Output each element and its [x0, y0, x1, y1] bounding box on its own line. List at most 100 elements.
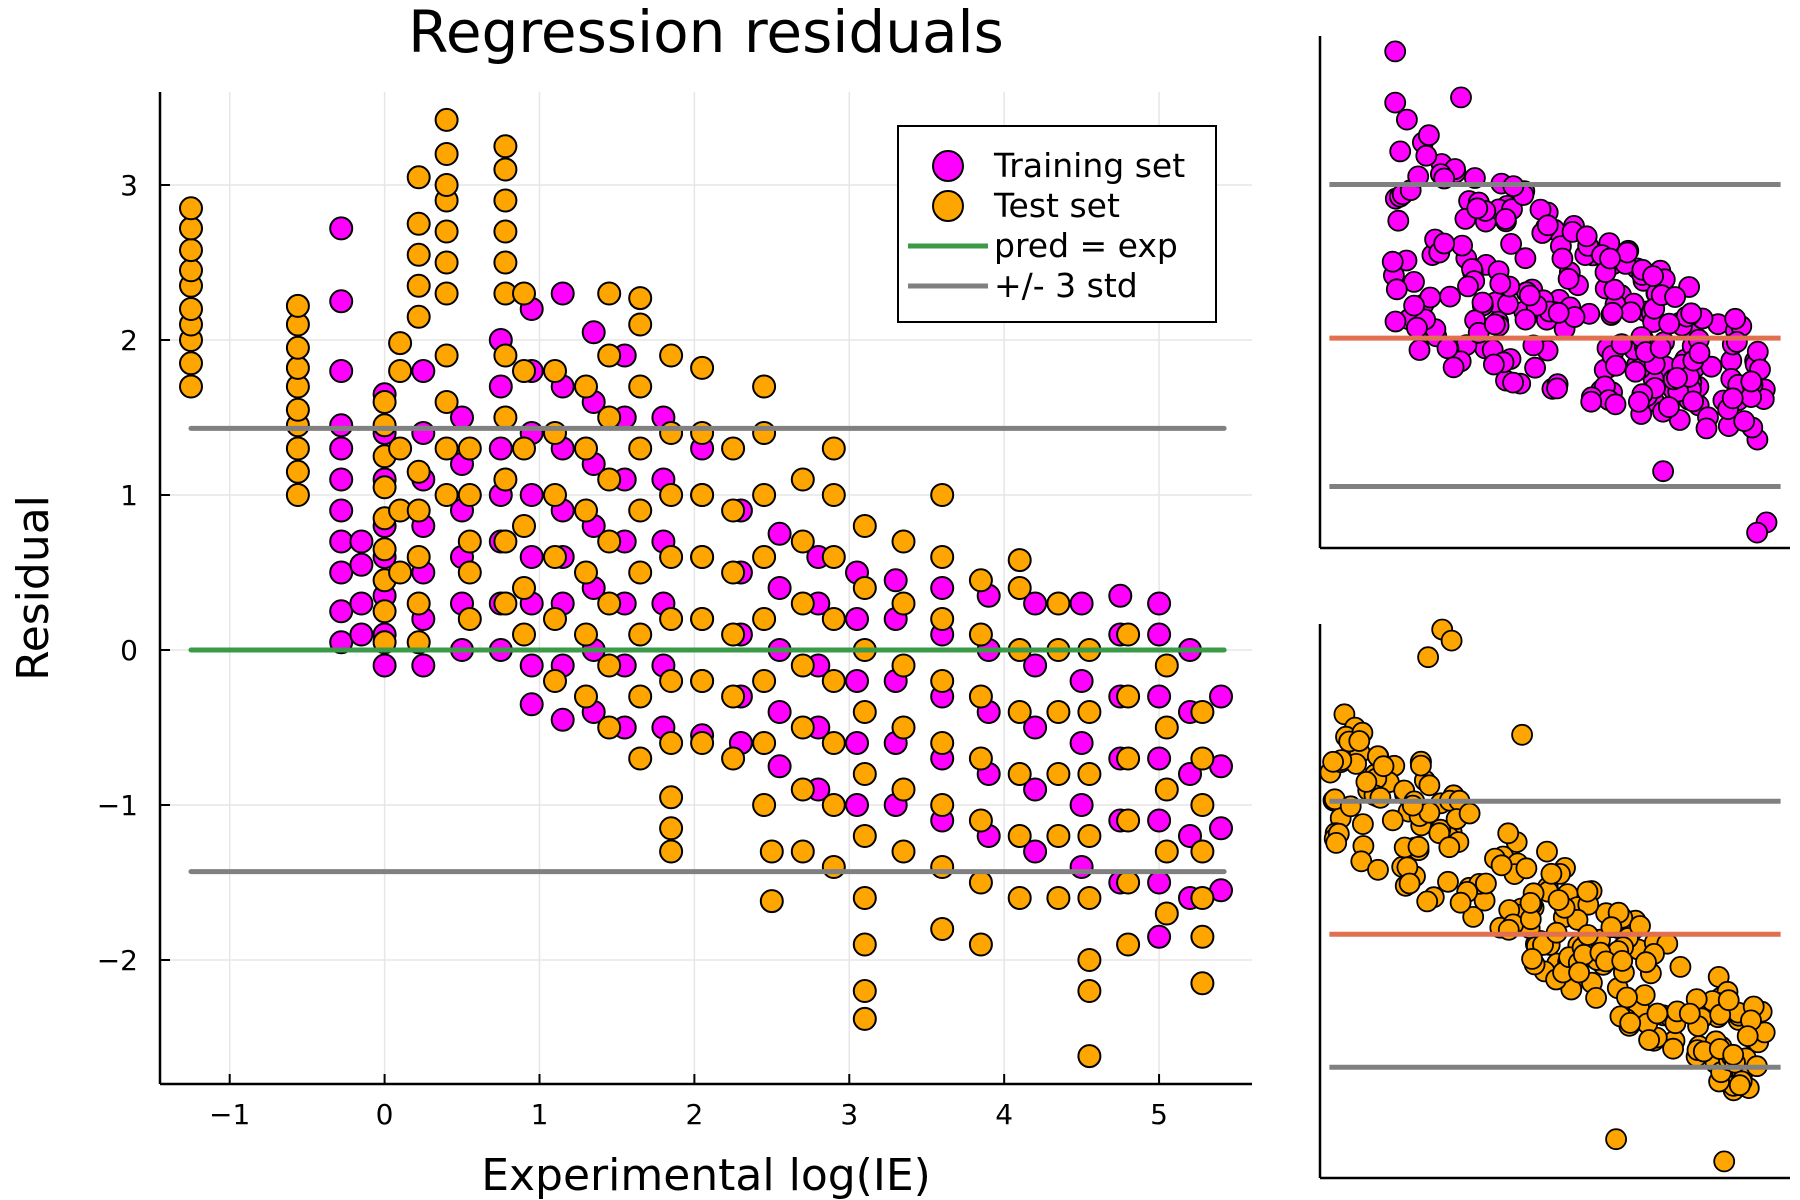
point-test-21-2: [852, 932, 877, 957]
point-test-14-4: [659, 669, 684, 693]
inset-point-181: [1628, 390, 1650, 413]
point-test-6-10: [434, 107, 459, 132]
inset-point-226: [1442, 356, 1465, 379]
point-test-21-8: [852, 576, 877, 600]
inset-outlier-5: [1652, 460, 1674, 483]
inset-point-183: [1438, 836, 1461, 859]
point-test-4-3: [406, 498, 431, 523]
point-test-26-0: [1046, 886, 1071, 910]
point-training-16-4: [883, 568, 908, 593]
point-test-11-2: [574, 560, 598, 585]
inset-point-222: [1497, 822, 1520, 845]
inset-point-82: [1416, 890, 1439, 913]
point-training-1-2: [349, 552, 374, 577]
point-test-1-1: [285, 459, 310, 484]
point-test-18-1: [759, 839, 784, 864]
point-test-28-1: [1116, 870, 1141, 895]
point-test-21-6: [852, 700, 877, 724]
point-test-24-6: [968, 568, 993, 593]
point-test-8-10: [493, 134, 518, 159]
point-training-20-0: [1069, 855, 1094, 879]
point-test-12-1: [597, 653, 622, 678]
point-test-25-5: [1007, 576, 1032, 600]
inset-point-148: [1381, 809, 1404, 832]
point-test-14-7: [659, 483, 684, 507]
point-test-3-2: [388, 436, 413, 461]
point-test-27-4: [1077, 824, 1102, 848]
point-test-7-3: [457, 483, 482, 507]
point-training-22-0: [1147, 924, 1172, 949]
inset-point-238: [1410, 754, 1432, 777]
point-training-15-2: [845, 669, 869, 693]
point-test-11-3: [574, 498, 598, 523]
point-test-8-3: [493, 405, 518, 430]
point-test-11-1: [574, 622, 598, 647]
point-test-6-9: [434, 142, 459, 166]
point-training-13-3: [767, 576, 792, 600]
point-training-0-1: [329, 599, 354, 624]
inset-outlier-6: [1605, 1128, 1627, 1151]
point-test-6-6: [434, 219, 459, 244]
point-test-14-5: [659, 607, 684, 631]
point-training-19-3: [1023, 653, 1048, 678]
point-test-24-1: [968, 870, 993, 895]
inset-point-180: [1601, 301, 1624, 324]
point-test-8-0: [493, 591, 518, 616]
point-test-21-4: [852, 824, 877, 848]
inset-outlier-2: [1450, 86, 1472, 109]
inset-point-202: [1726, 330, 1748, 353]
point-training-20-3: [1069, 669, 1094, 693]
inset-point-255: [1536, 214, 1559, 237]
inset-point-195: [1585, 987, 1607, 1009]
y-tick-label-2: 0: [120, 634, 138, 667]
main-reference-lines: [188, 425, 1227, 875]
point-training-23-2: [1178, 762, 1202, 786]
point-test-6-1: [434, 436, 459, 461]
point-training-3-5: [411, 421, 436, 445]
inset-point-238: [1546, 377, 1568, 400]
point-test-20-1: [821, 793, 846, 817]
point-training-0-4: [329, 498, 354, 523]
point-test-23-2: [930, 793, 955, 817]
inset-point-189: [1384, 310, 1407, 333]
point-test-26-2: [1046, 762, 1071, 786]
point-test-13-4: [628, 498, 653, 523]
point-training-8-6: [581, 320, 606, 345]
inset-outlier-4: [1619, 1012, 1642, 1034]
inset-point-225: [1407, 835, 1430, 858]
point-training-19-1: [1023, 777, 1048, 802]
point-test-15-0: [690, 731, 715, 755]
point-test-14-3: [659, 731, 684, 755]
inset-point-131: [1638, 1029, 1660, 1051]
point-training-22-4: [1147, 684, 1172, 709]
inset-point-218: [1688, 342, 1711, 364]
point-test-20-7: [821, 436, 846, 461]
inset-point-231: [1457, 275, 1479, 298]
inset-point-258: [1494, 208, 1517, 230]
point-test-13-5: [628, 436, 653, 461]
y-tick-label-3: 1: [120, 479, 138, 512]
point-test-10-5: [543, 359, 567, 383]
point-training-7-7: [550, 281, 575, 306]
point-training-13-1: [767, 700, 792, 724]
inset-point-133: [1355, 771, 1378, 793]
point-test-15-4: [690, 483, 715, 507]
inset-point-222: [1489, 272, 1512, 295]
point-test-3-0: [388, 560, 413, 585]
point-test-7-1: [457, 560, 482, 585]
point-test-20-0: [821, 855, 846, 879]
point-test-16-4: [721, 498, 746, 523]
inset-outlier-1: [1384, 91, 1407, 114]
inset-point-246: [1518, 284, 1541, 307]
point-test-28-5: [1116, 622, 1141, 647]
inset-point-16: [1439, 285, 1461, 308]
inset-point-219: [1724, 307, 1747, 330]
point-test-6-5: [434, 250, 459, 275]
point-test-20-4: [821, 607, 846, 631]
point-test-24-3: [968, 746, 993, 771]
point-test-8-6: [493, 250, 518, 275]
inset-point-239: [1740, 370, 1763, 393]
inset-point-229: [1717, 989, 1740, 1012]
point-test-23-6: [930, 545, 955, 569]
